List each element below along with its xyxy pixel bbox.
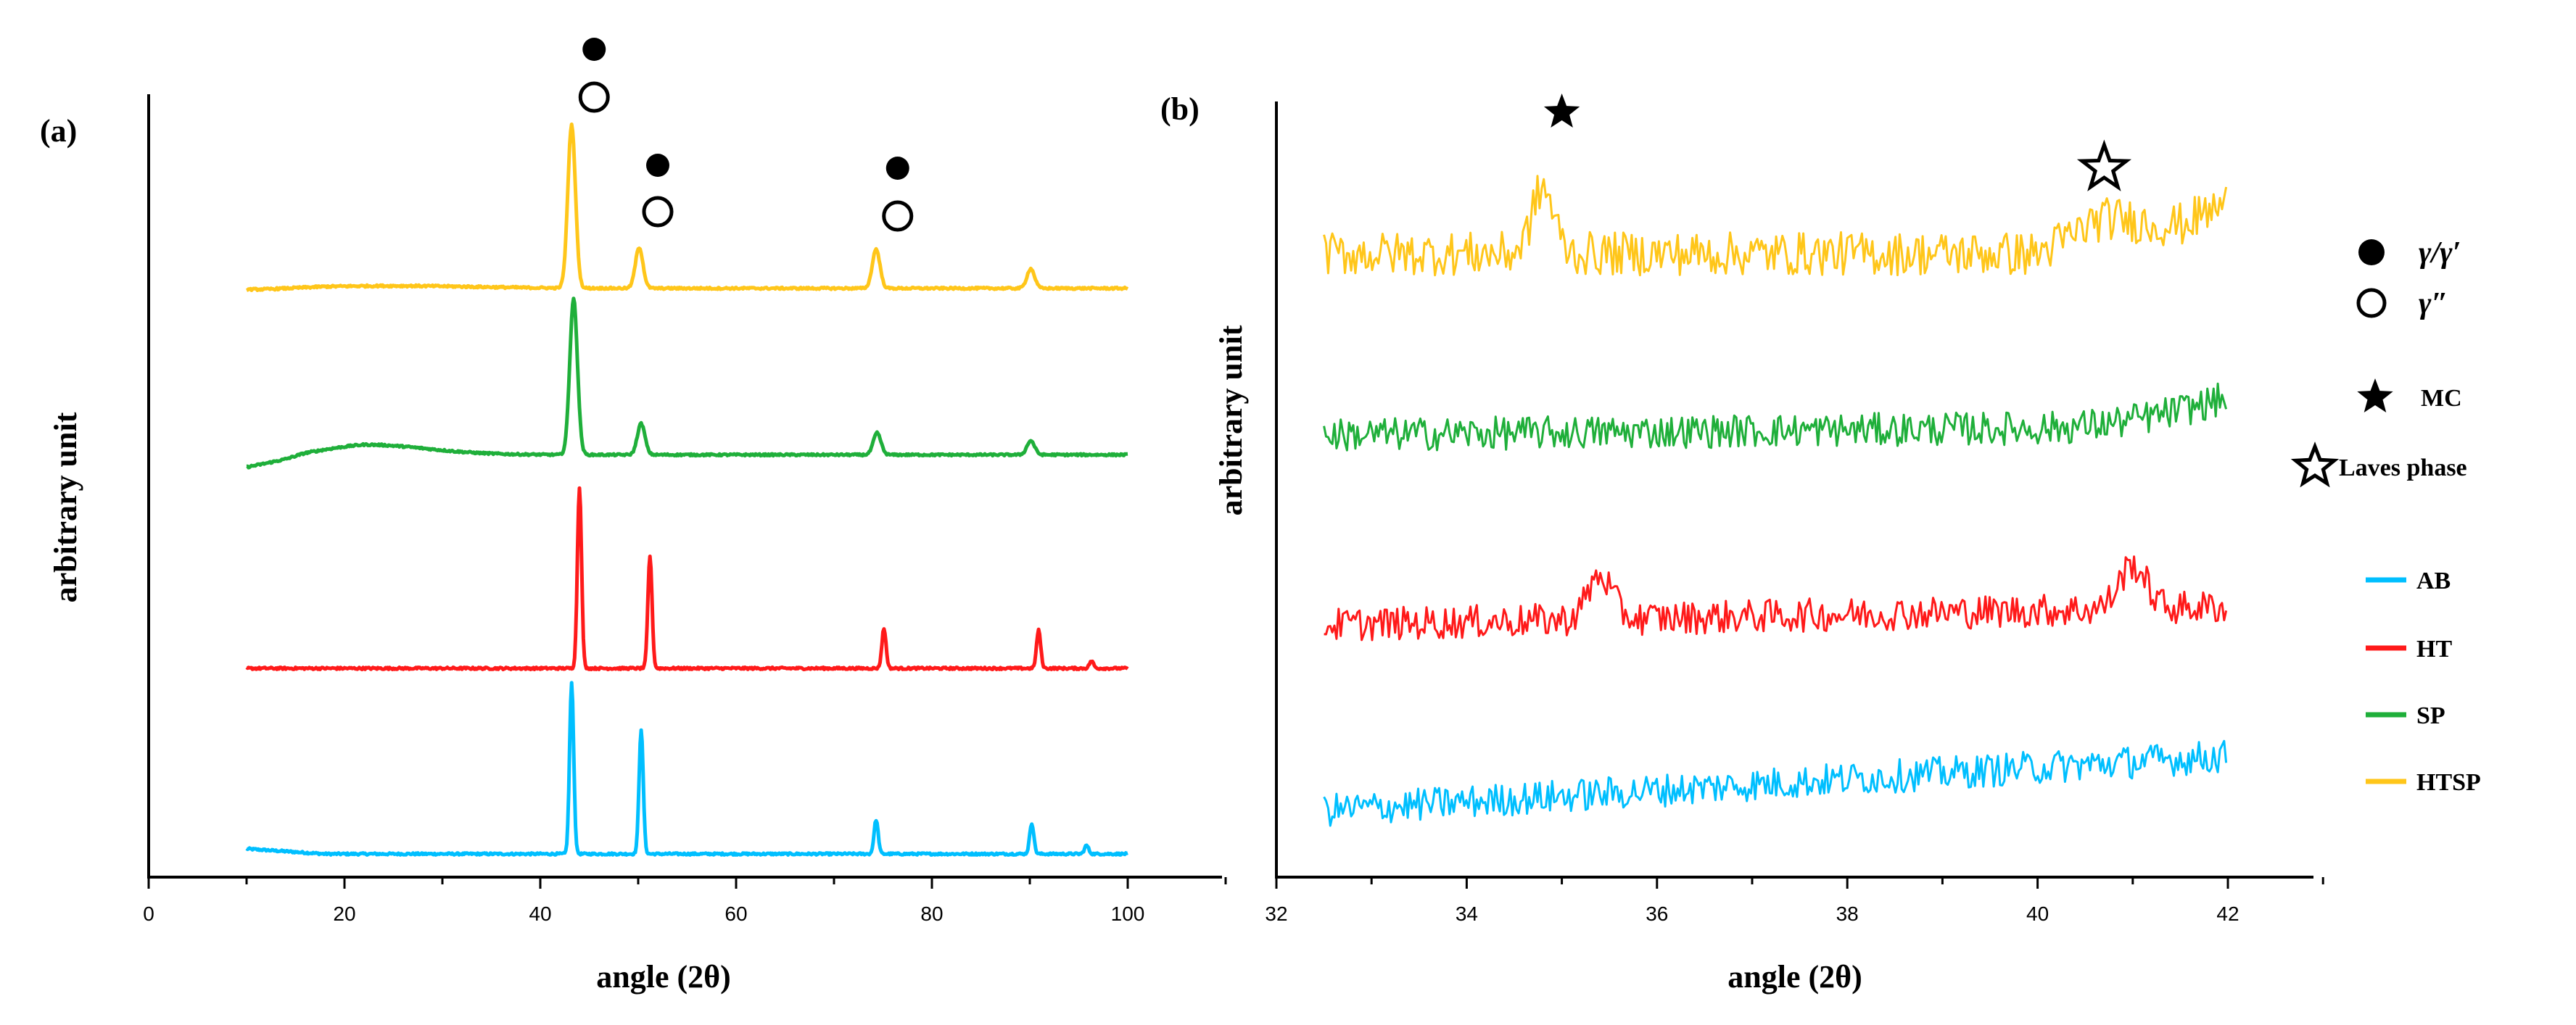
legend: γ/γ′ γ″ MC Laves phase AB HT SP HTSP <box>2290 236 2481 796</box>
panel-a-x-tick-label: 100 <box>1111 902 1145 925</box>
legend-open-circle-marker <box>2356 288 2387 318</box>
panel-a-series-ab <box>245 681 1129 857</box>
panel-b-series-ab <box>1323 739 2228 827</box>
panel-a-gamma-double-prime-marker <box>642 196 674 228</box>
panel-b-laves-marker-icon <box>2076 139 2132 191</box>
panel-b-mc-marker-icon <box>1543 94 1580 128</box>
panel-b-series-ht <box>1324 555 2228 642</box>
legend-ab-label: AB <box>2416 568 2451 594</box>
panel-a-gamma-double-prime-marker <box>882 200 914 232</box>
panel-b-x-tick-label: 42 <box>2216 902 2239 925</box>
panel-a-x-tick-label: 40 <box>529 902 551 925</box>
legend-open-star-icon <box>2290 441 2340 488</box>
panel-a-gamma-prime-marker <box>886 157 909 180</box>
legend-sp-label: SP <box>2416 702 2445 729</box>
panel-a-x-tick-label: 60 <box>724 902 747 925</box>
legend-filled-star-icon <box>2357 378 2393 412</box>
panel-b-x-tick-label: 38 <box>1836 902 1859 925</box>
panel-b-x-tick-label: 34 <box>1456 902 1478 925</box>
legend-gamma-double-prime-label: γ″ <box>2419 287 2448 320</box>
panel-a-gamma-prime-marker <box>582 38 606 61</box>
legend-laves-phase-label: Laves phase <box>2339 455 2467 481</box>
panel-a-gamma-double-prime-marker <box>578 81 610 113</box>
panel-a-x-tick-label: 20 <box>333 902 355 925</box>
panel-a-x-axis-title: angle (2θ) <box>596 959 731 995</box>
panel-a-series-sp <box>245 296 1129 470</box>
panel-b-series-htsp <box>1323 175 2228 277</box>
panel-b-x-tick-label: 40 <box>2026 902 2049 925</box>
panel-a-x-tick-label: 0 <box>143 902 154 925</box>
panel-b-label: (b) <box>1160 91 1200 127</box>
panel-b-x-tick-label: 32 <box>1265 902 1287 925</box>
legend-htsp-label: HTSP <box>2416 769 2481 796</box>
panel-a-series-ht <box>245 486 1129 671</box>
panel-b-x-tick-label: 36 <box>1646 902 1668 925</box>
legend-ht-label: HT <box>2416 636 2452 663</box>
panel-a-gamma-prime-marker <box>646 154 669 177</box>
legend-gamma-prime-label: γ/γ′ <box>2419 236 2461 270</box>
panel-b-chart: (b) arbitrary unit 32 34 36 38 40 42 angle (2… <box>1160 91 2324 995</box>
panel-a-y-axis-title: arbitrary unit <box>48 412 83 602</box>
panel-a-x-tick-label: 80 <box>920 902 943 925</box>
panel-a-label: (a) <box>40 113 77 149</box>
panel-b-y-axis-title: arbitrary unit <box>1213 325 1249 515</box>
panel-b-series-sp <box>1323 382 2228 452</box>
panel-b-x-axis-title: angle (2θ) <box>1727 959 1862 995</box>
legend-mc-label: MC <box>2421 385 2462 412</box>
panel-a-chart: (a) arbitrary unit 0 20 40 60 80 100 angle (2… <box>40 38 1227 995</box>
legend-filled-circle-marker <box>2358 239 2385 265</box>
panel-a-series-htsp <box>245 123 1129 292</box>
